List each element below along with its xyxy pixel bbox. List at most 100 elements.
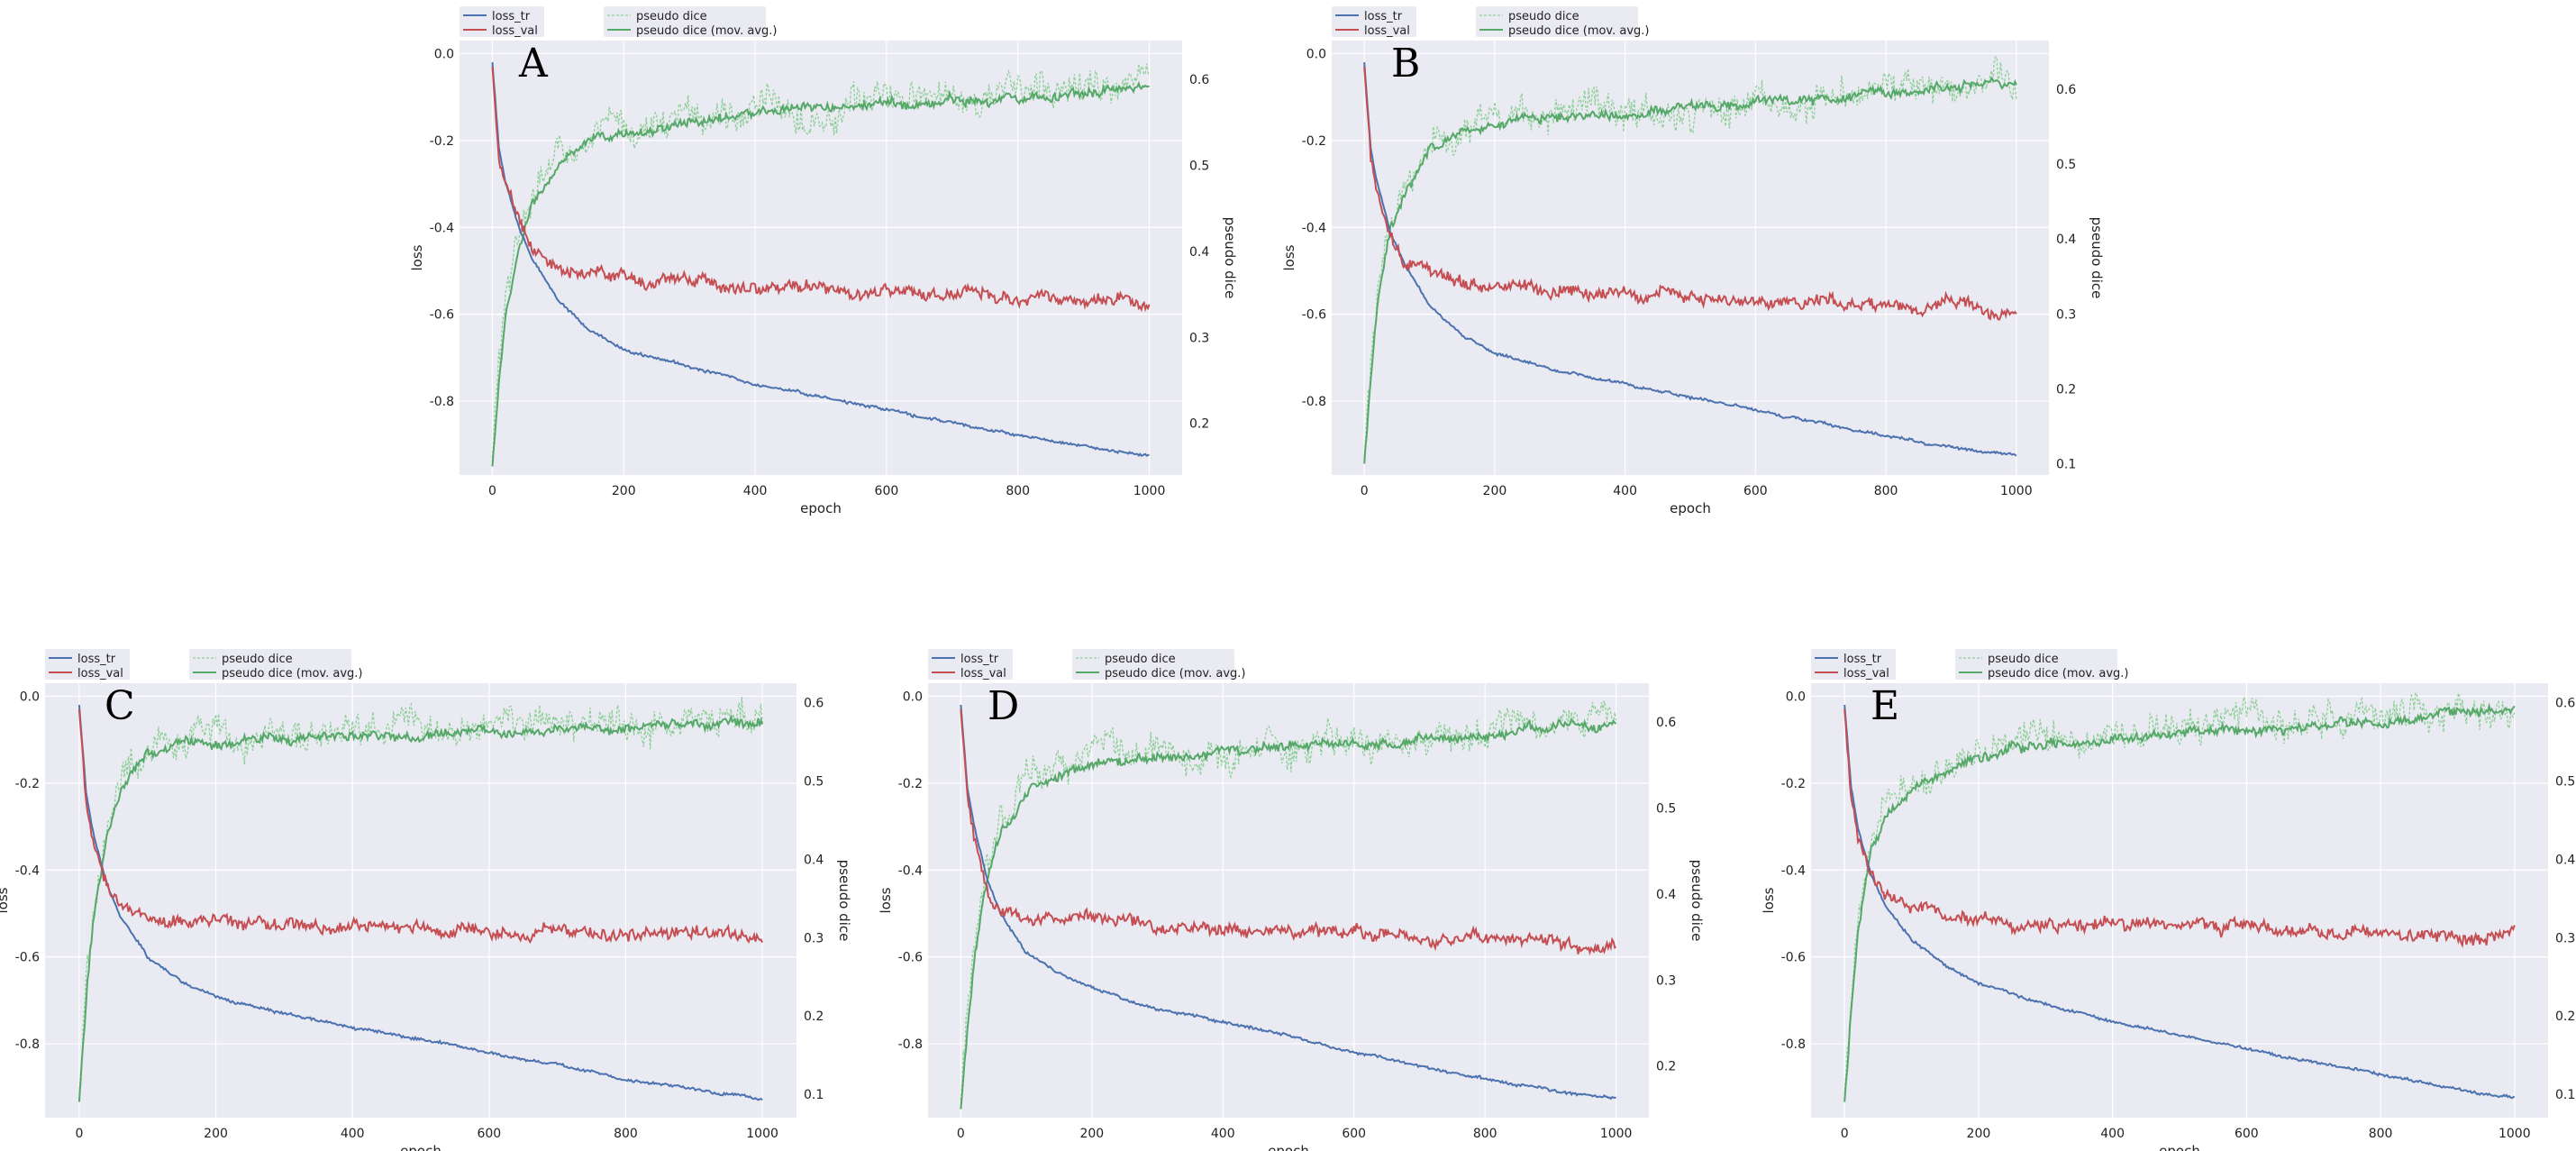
series-line-pseudo-dice-mov-avg (1363, 76, 2017, 464)
panel-letter: A (518, 41, 549, 87)
x-tick-label: 1000 (2499, 1127, 2531, 1141)
y-axis-label: loss (1761, 887, 1777, 913)
y2-tick-label: 0.2 (804, 1009, 824, 1024)
y2-tick-label: 0.3 (1656, 973, 1676, 988)
y2-tick-label: 0.1 (2056, 458, 2076, 472)
x-tick-label: 400 (743, 484, 768, 498)
legend-label: pseudo dice (mov. avg.) (636, 24, 778, 38)
y-tick-label: 0.0 (903, 690, 923, 704)
y-tick-label: -0.4 (430, 221, 454, 235)
y2-tick-label: 0.2 (1189, 417, 1209, 432)
legend-label: pseudo dice (1988, 653, 2059, 666)
y2-tick-label: 0.3 (1189, 331, 1209, 345)
y-tick-label: -0.6 (898, 951, 923, 965)
y2-axis-label: pseudo dice (2089, 217, 2105, 299)
legend-label: loss_val (77, 667, 123, 681)
x-axis-label: epoch (2159, 1143, 2200, 1151)
legend-label: pseudo dice (1508, 10, 1579, 23)
legend-label: pseudo dice (mov. avg.) (1988, 667, 2129, 681)
series-line-loss-val (491, 66, 1151, 313)
chart-panel-a: 0 200 400 600 800 1000 0.0 -0.2 -0.4 -0.6 -0.8 0.2 0… (409, 6, 1238, 516)
y2-tick-label: 0.6 (1189, 73, 1209, 87)
legend-label: loss_tr (77, 653, 116, 666)
legend-label: loss_tr (960, 653, 999, 666)
y2-tick-label: 0.5 (2555, 775, 2575, 790)
y-axis-label: loss (0, 887, 11, 913)
series-line-pseudo-dice (78, 697, 763, 1094)
y2-tick-label: 0.5 (804, 775, 824, 790)
y-tick-label: -0.6 (430, 308, 454, 323)
legend-box (1476, 6, 1638, 37)
legend-label: pseudo dice (222, 653, 293, 666)
y2-axis-label: pseudo dice (1222, 217, 1238, 299)
x-tick-label: 0 (957, 1127, 965, 1141)
x-tick-label: 600 (1743, 484, 1768, 498)
x-tick-label: 1000 (746, 1127, 778, 1141)
y-tick-label: -0.6 (1781, 951, 1806, 965)
series-line-pseudo-dice-mov-avg (960, 718, 1617, 1110)
series-line-pseudo-dice (960, 700, 1617, 1101)
series-line-loss-val (1843, 708, 2516, 949)
y2-tick-label: 0.1 (2555, 1088, 2575, 1102)
x-tick-label: 600 (1342, 1127, 1366, 1141)
y-tick-label: -0.2 (15, 777, 40, 791)
x-tick-label: 800 (1874, 484, 1898, 498)
series-line-loss-val (77, 708, 764, 945)
x-axis-label: epoch (800, 500, 842, 516)
y2-tick-label: 0.5 (1189, 159, 1209, 173)
y-tick-label: 0.0 (20, 690, 40, 704)
y2-tick-label: 0.4 (804, 853, 824, 867)
y2-tick-label: 0.6 (804, 697, 824, 711)
x-tick-label: 400 (341, 1127, 365, 1141)
series-line-loss-tr (1843, 705, 2516, 1100)
x-tick-label: 400 (2100, 1127, 2125, 1141)
y2-tick-label: 0.6 (2056, 83, 2076, 97)
x-tick-label: 1000 (1133, 484, 1166, 498)
y-tick-label: 0.0 (1786, 690, 1806, 704)
y-tick-label: -0.8 (430, 395, 454, 409)
legend-label: pseudo dice (mov. avg.) (1508, 24, 1650, 38)
x-tick-label: 200 (1483, 484, 1507, 498)
panel-letter: B (1391, 41, 1420, 87)
x-tick-label: 400 (1613, 484, 1637, 498)
y-tick-label: -0.4 (1781, 863, 1806, 878)
legend-box (604, 6, 766, 37)
x-tick-label: 0 (1361, 484, 1369, 498)
y-tick-label: -0.4 (15, 863, 40, 878)
y-tick-label: -0.2 (430, 134, 454, 149)
x-tick-label: 200 (1079, 1127, 1104, 1141)
x-tick-label: 600 (875, 484, 899, 498)
legend-label: loss_tr (1843, 653, 1882, 666)
y-tick-label: -0.8 (1302, 395, 1326, 409)
chart-panel-d: 0 200 400 600 800 1000 0.0 -0.2 -0.4 -0.6 -0.8 0.2 0… (878, 649, 1705, 1151)
legend-label: pseudo dice (1105, 653, 1176, 666)
y-tick-label: -0.6 (1302, 308, 1326, 323)
plot-area (928, 683, 1649, 1118)
chart-panel-c: 0 200 400 600 800 1000 0.0 -0.2 -0.4 -0.6 -0.8 0.1 0… (0, 649, 852, 1151)
legend-label: loss_val (492, 24, 538, 38)
y-tick-label: -0.8 (898, 1037, 923, 1052)
y-tick-label: -0.2 (1302, 134, 1326, 149)
legend-box (1955, 649, 2117, 680)
x-tick-label: 800 (614, 1127, 638, 1141)
legend-label: loss_tr (1364, 10, 1403, 23)
series-line-pseudo-dice-mov-avg (1843, 702, 2516, 1102)
x-tick-label: 800 (1473, 1127, 1497, 1141)
legend-label: loss_val (1843, 667, 1889, 681)
y2-tick-label: 0.2 (1656, 1060, 1676, 1074)
x-axis-label: epoch (1670, 500, 1711, 516)
panel-letter: D (988, 683, 1019, 729)
x-tick-label: 800 (1006, 484, 1030, 498)
plot-area (1332, 41, 2049, 475)
x-axis-label: epoch (1268, 1143, 1309, 1151)
panels-group: 0 200 400 600 800 1000 0.0 -0.2 -0.4 -0.6 -0.8 0.2 0… (0, 6, 2575, 1151)
series-line-loss-tr (491, 62, 1150, 457)
legend-box (189, 649, 351, 680)
